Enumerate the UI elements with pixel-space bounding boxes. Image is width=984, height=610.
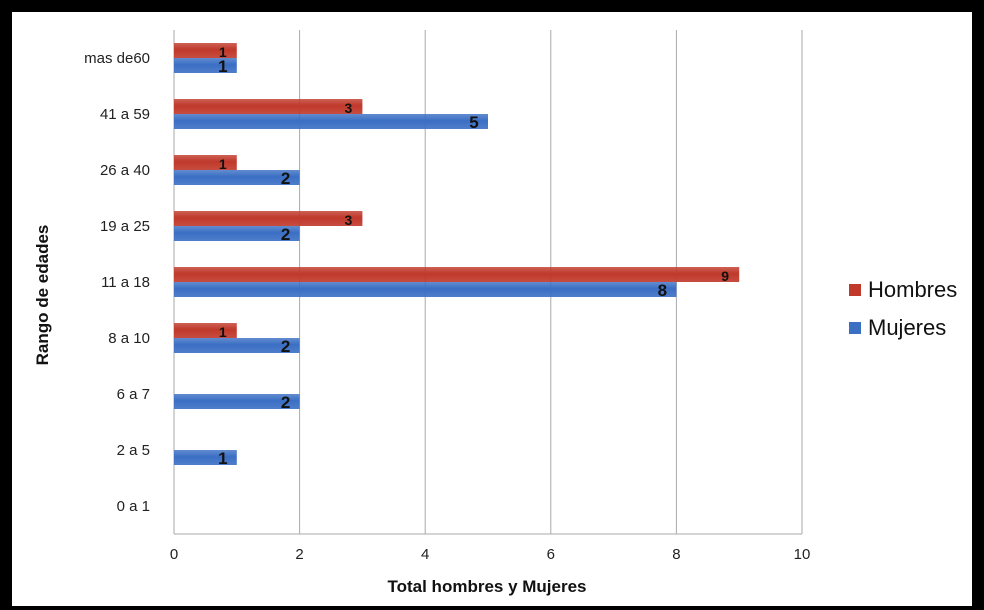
bar-mujeres-8 <box>174 58 237 73</box>
category-label-2: 6 a 7 <box>117 386 150 403</box>
tick-label-2: 2 <box>295 546 303 563</box>
bar-mujeres-2 <box>174 394 300 409</box>
bar-mujeres-1 <box>174 450 237 465</box>
bar-mujeres-6 <box>174 170 300 185</box>
bar-mujeres-5 <box>174 226 300 241</box>
category-label-7: 41 a 59 <box>100 106 150 123</box>
tick-label-8: 8 <box>672 546 680 563</box>
data-label-mujeres-3: 2 <box>281 337 290 356</box>
tick-labels: 0 2 4 6 8 10 <box>170 546 811 563</box>
data-label-hombres-3: 1 <box>219 324 227 340</box>
data-label-mujeres-8: 1 <box>218 57 227 76</box>
data-label-mujeres-7: 5 <box>469 113 478 132</box>
bar-mujeres-3 <box>174 338 300 353</box>
x-axis-title: Total hombres y Mujeres <box>387 577 586 596</box>
tick-label-10: 10 <box>794 546 811 563</box>
data-label-hombres-5: 3 <box>345 212 353 228</box>
legend-label-mujeres: Mujeres <box>868 315 946 340</box>
data-label-mujeres-1: 1 <box>218 449 227 468</box>
category-label-8: mas de60 <box>84 50 150 67</box>
category-label-0: 0 a 1 <box>117 498 150 515</box>
bar-mujeres-4 <box>174 282 677 297</box>
bar-hombres-8 <box>174 43 237 58</box>
y-axis-title: Rango de edades <box>33 225 52 366</box>
data-label-mujeres-2: 2 <box>281 393 290 412</box>
bar-mujeres-7 <box>174 114 488 129</box>
category-label-3: 8 a 10 <box>108 330 150 347</box>
legend-swatch-mujeres <box>849 322 861 334</box>
bar-hombres-3 <box>174 323 237 338</box>
data-label-hombres-6: 1 <box>219 156 227 172</box>
category-labels: 0 a 1 2 a 5 6 a 7 8 a 10 11 a 18 19 a 25 26 a … <box>84 50 150 515</box>
tick-label-6: 6 <box>547 546 555 563</box>
category-label-6: 26 a 40 <box>100 162 150 179</box>
data-label-mujeres-5: 2 <box>281 225 290 244</box>
bar-hombres-6 <box>174 155 237 170</box>
bar-hombres-4 <box>174 267 740 282</box>
category-label-1: 2 a 5 <box>117 442 150 459</box>
data-label-hombres-4: 9 <box>721 268 729 284</box>
tick-label-4: 4 <box>421 546 429 563</box>
legend-label-hombres: Hombres <box>868 277 957 302</box>
data-label-mujeres-6: 2 <box>281 169 290 188</box>
bar-hombres-5 <box>174 211 363 226</box>
tick-label-0: 0 <box>170 546 178 563</box>
category-label-4: 11 a 18 <box>101 274 150 291</box>
data-label-hombres-8: 1 <box>219 44 227 60</box>
category-label-5: 19 a 25 <box>100 218 150 235</box>
data-label-mujeres-4: 8 <box>658 281 667 300</box>
bar-hombres-7 <box>174 99 363 114</box>
legend: Hombres Mujeres <box>849 277 957 340</box>
data-label-hombres-7: 3 <box>345 100 353 116</box>
legend-swatch-hombres <box>849 284 861 296</box>
